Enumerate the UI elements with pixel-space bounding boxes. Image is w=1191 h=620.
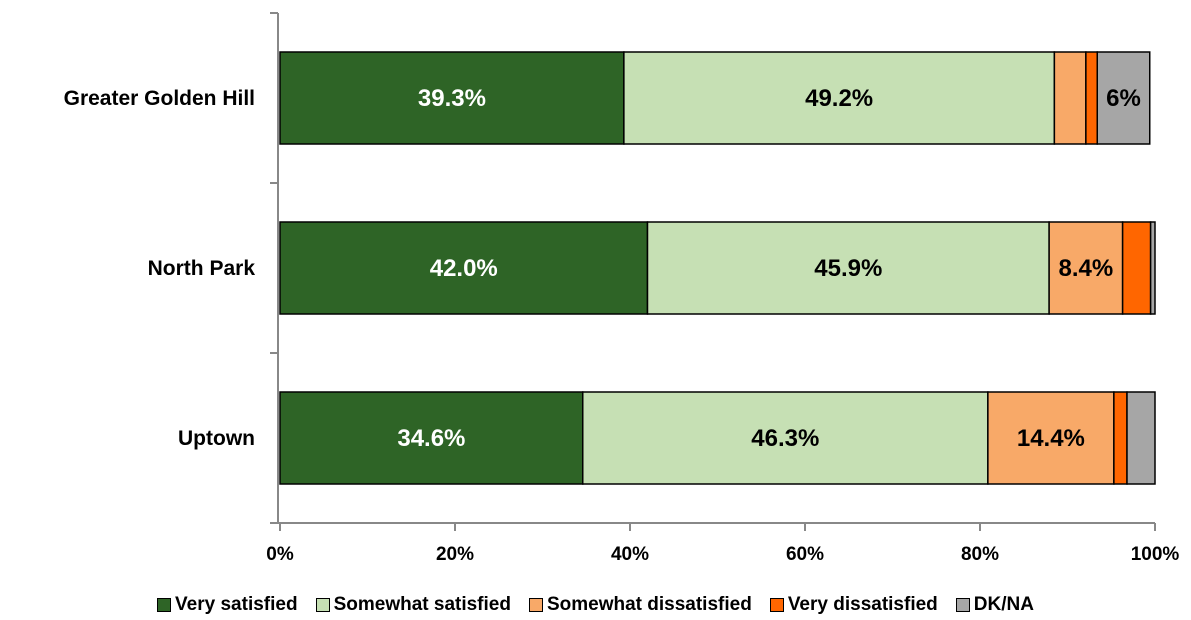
legend-swatch xyxy=(157,598,172,612)
legend-swatch xyxy=(955,598,970,612)
legend-swatch xyxy=(769,598,784,612)
bar-value-label: 46.3% xyxy=(751,425,819,452)
bar-value-label: 6% xyxy=(1106,85,1141,112)
legend-item: Very satisfied xyxy=(157,594,298,616)
bar-segment-somewhat-dissatisfied-north-park xyxy=(1048,221,1124,315)
legend-swatch xyxy=(528,598,543,612)
bar-segment-very-dissatisfied-north-park xyxy=(1121,221,1152,315)
category-label: Greater Golden Hill xyxy=(64,87,255,110)
legend-label: Very satisfied xyxy=(175,594,298,615)
bar-value-label: 39.3% xyxy=(418,85,486,112)
bar-segment-somewhat-satisfied-uptown xyxy=(582,391,989,485)
x-tick-label: 80% xyxy=(961,544,999,565)
bar-segment-very-dissatisfied-uptown xyxy=(1113,391,1128,485)
bar-segment-very-satisfied-uptown xyxy=(279,391,584,485)
legend-swatch xyxy=(315,598,330,612)
legend-item: Somewhat dissatisfied xyxy=(528,594,752,616)
legend-item: Very dissatisfied xyxy=(769,594,938,616)
bar-segment-very-satisfied-greater-golden-hill xyxy=(279,51,625,145)
bars-layer xyxy=(279,51,1156,485)
legend-item: DK/NA xyxy=(955,594,1034,616)
bar-segment-somewhat-dissatisfied-greater-golden-hill xyxy=(1053,51,1087,145)
bar-segment-dk-na-uptown xyxy=(1126,391,1156,485)
bar-labels-layer: 39.3% 49.2% 6% 42.0% 45.9% 8.4% 34.6% 46.3% 14.4… xyxy=(397,85,1141,452)
legend-label: Somewhat satisfied xyxy=(333,594,511,615)
category-label: North Park xyxy=(148,257,256,280)
legend-label: Somewhat dissatisfied xyxy=(546,594,752,615)
x-tick-label: 100% xyxy=(1131,544,1180,565)
legend-label: DK/NA xyxy=(973,594,1034,615)
legend: Very satisfied Somewhat satisfied Somewhat… xyxy=(0,590,1191,620)
x-tick-label: 20% xyxy=(436,544,474,565)
x-tick-label: 40% xyxy=(611,544,649,565)
x-tick-label: 0% xyxy=(266,544,294,565)
bar-value-label: 45.9% xyxy=(814,255,882,282)
axes-layer: Greater Golden Hill North Park Uptown 0% 20%… xyxy=(64,12,1180,565)
bar-segment-somewhat-satisfied-north-park xyxy=(646,221,1050,315)
legend-item: Somewhat satisfied xyxy=(315,594,511,616)
bar-segment-very-satisfied-north-park xyxy=(279,221,649,315)
bar-segment-dk-na-north-park xyxy=(1149,221,1156,315)
bar-segment-dk-na-greater-golden-hill xyxy=(1096,51,1151,145)
bar-segment-somewhat-satisfied-greater-golden-hill xyxy=(623,51,1056,145)
x-tick-label: 60% xyxy=(786,544,824,565)
category-label: Uptown xyxy=(178,427,255,450)
bar-value-label: 49.2% xyxy=(805,85,873,112)
bar-value-label: 34.6% xyxy=(397,425,465,452)
bar-value-label: 8.4% xyxy=(1059,255,1114,282)
bar-segment-very-dissatisfied-greater-golden-hill xyxy=(1085,51,1098,145)
bar-value-label: 42.0% xyxy=(430,255,498,282)
legend-label: Very dissatisfied xyxy=(787,594,938,615)
bar-segment-somewhat-dissatisfied-uptown xyxy=(987,391,1115,485)
bar-value-label: 14.4% xyxy=(1017,425,1085,452)
